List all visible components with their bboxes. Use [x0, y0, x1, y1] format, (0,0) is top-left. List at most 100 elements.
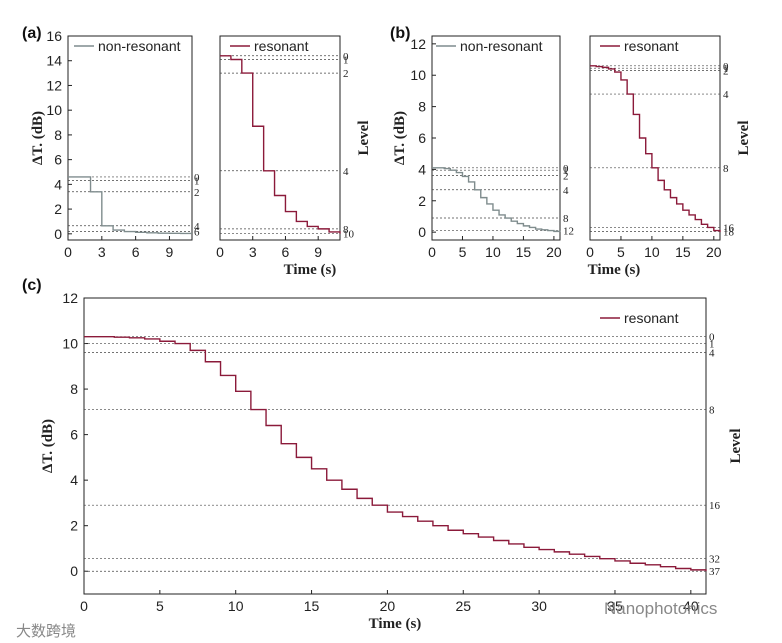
x-tick-label: 0 — [80, 598, 88, 614]
x-tick-label: 6 — [282, 244, 290, 260]
y-tick-label: 10 — [410, 67, 426, 83]
x-axis-label: Time (s) — [369, 616, 422, 632]
x-tick-label: 10 — [228, 598, 244, 614]
y-axis-label: ΔT. (dB) — [392, 111, 408, 165]
x-tick-label: 5 — [156, 598, 164, 614]
x-axis-label: Time (s) — [284, 262, 337, 278]
x-tick-label: 20 — [546, 244, 562, 260]
x-tick-label: 30 — [531, 598, 547, 614]
level-label: 6 — [194, 226, 200, 238]
y-tick-label: 2 — [70, 518, 78, 534]
x-tick-label: 5 — [459, 244, 467, 260]
y-tick-label: 10 — [46, 102, 62, 118]
level-axis-label: Level — [736, 121, 752, 156]
y-axis-label: ΔT. (dB) — [40, 419, 56, 473]
level-label: 18 — [723, 226, 735, 238]
level-label: 4 — [723, 89, 729, 101]
watermark-right: Nanophotonics — [604, 599, 717, 618]
x-tick-label: 35 — [607, 598, 623, 614]
series-line-resonant — [220, 55, 341, 234]
series-line-non-resonant — [68, 176, 192, 235]
x-tick-label: 0 — [216, 244, 224, 260]
x-tick-label: 15 — [304, 598, 320, 614]
legend-label: resonant — [624, 38, 679, 54]
series-line-non-resonant — [432, 167, 561, 233]
y-tick-label: 0 — [418, 224, 426, 240]
y-tick-label: 0 — [70, 563, 78, 579]
y-tick-label: 8 — [418, 99, 426, 115]
plot-frame-b-left — [431, 35, 561, 241]
y-tick-label: 6 — [54, 152, 62, 168]
level-label: 1 — [563, 165, 569, 177]
level-label: 32 — [709, 554, 720, 566]
y-tick-label: 2 — [54, 201, 62, 217]
x-tick-label: 9 — [314, 244, 322, 260]
x-tick-label: 25 — [455, 598, 471, 614]
plot-frame-b-right — [589, 35, 721, 241]
level-label: 1 — [723, 63, 729, 75]
plot-frame-a-right — [219, 35, 341, 241]
y-tick-label: 0 — [54, 226, 62, 242]
level-label: 8 — [723, 163, 729, 175]
panel-label: (c) — [22, 277, 42, 294]
level-label: 0 — [709, 332, 715, 344]
level-label: 4 — [343, 166, 349, 178]
x-tick-label: 0 — [586, 244, 594, 260]
level-label: 8 — [343, 224, 349, 236]
y-tick-label: 16 — [46, 28, 62, 44]
x-tick-label: 10 — [485, 244, 501, 260]
plot-frame-c — [83, 297, 707, 595]
level-label: 4 — [194, 221, 200, 233]
x-tick-label: 20 — [380, 598, 396, 614]
plot-frame-a-left — [67, 35, 193, 241]
y-tick-label: 8 — [70, 381, 78, 397]
x-tick-label: 5 — [617, 244, 625, 260]
level-label: 4 — [563, 185, 569, 197]
level-label: 0 — [563, 163, 569, 175]
y-tick-label: 4 — [70, 472, 78, 488]
watermark-left: 大数跨境 — [16, 622, 76, 640]
legend-label: resonant — [254, 38, 309, 54]
y-tick-label: 4 — [418, 161, 426, 177]
level-label: 8 — [709, 405, 715, 417]
level-label: 4 — [709, 348, 715, 360]
level-label: 1 — [343, 54, 349, 66]
series-line-resonant — [84, 336, 707, 572]
legend-label: non-resonant — [460, 38, 543, 54]
legend-label: non-resonant — [98, 38, 181, 54]
x-tick-label: 9 — [166, 244, 174, 260]
level-label: 12 — [563, 226, 574, 238]
y-tick-label: 12 — [62, 290, 78, 306]
x-tick-label: 3 — [98, 244, 106, 260]
level-label: 16 — [723, 222, 735, 234]
y-tick-label: 4 — [54, 176, 62, 192]
y-tick-label: 2 — [418, 193, 426, 209]
y-tick-label: 12 — [46, 77, 62, 93]
level-label: 0 — [723, 61, 729, 73]
y-tick-label: 12 — [410, 36, 426, 52]
level-label: 2 — [723, 66, 729, 78]
y-tick-label: 6 — [418, 130, 426, 146]
x-tick-label: 15 — [516, 244, 532, 260]
y-tick-label: 10 — [62, 336, 78, 352]
panel-label: (a) — [22, 25, 42, 42]
x-tick-label: 10 — [644, 244, 660, 260]
x-axis-label: Time (s) — [588, 262, 641, 278]
x-tick-label: 0 — [428, 244, 436, 260]
level-label: 10 — [343, 229, 355, 241]
x-tick-label: 0 — [64, 244, 72, 260]
y-tick-label: 8 — [54, 127, 62, 143]
y-axis-label: ΔT. (dB) — [30, 111, 46, 165]
series-line-resonant — [590, 65, 721, 233]
level-label: 16 — [709, 500, 721, 512]
level-axis-label: Level — [728, 429, 744, 464]
x-tick-label: 40 — [683, 598, 699, 614]
legend-label: resonant — [624, 310, 679, 326]
x-tick-label: 3 — [249, 244, 257, 260]
y-tick-label: 14 — [46, 53, 62, 69]
level-label: 1 — [194, 176, 200, 188]
level-axis-label: Level — [356, 121, 372, 156]
y-tick-label: 6 — [70, 427, 78, 443]
